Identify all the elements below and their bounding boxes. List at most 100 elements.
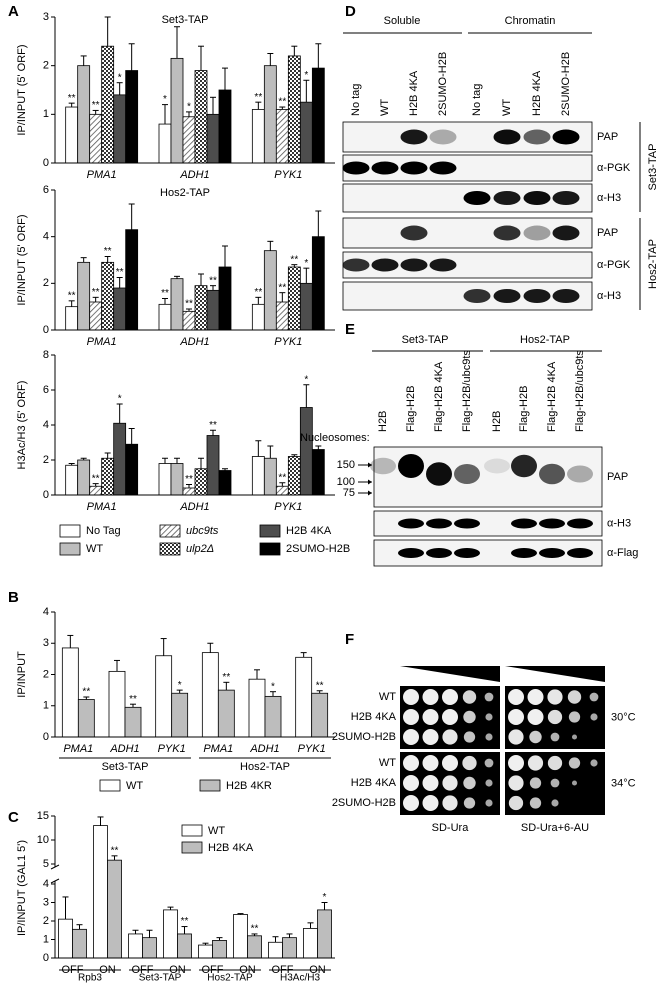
lane-label: H2B: [491, 411, 503, 432]
significance-label: **: [209, 275, 217, 286]
significance-label: *: [304, 70, 308, 81]
legend-swatch: [59, 542, 81, 556]
yeast-spot: [590, 713, 598, 721]
significance-label: **: [116, 267, 124, 278]
y-tick-label: 4: [43, 419, 49, 431]
bar: [170, 57, 184, 164]
bar: [299, 101, 313, 164]
yeast-spot: [442, 755, 458, 771]
blot-band: [511, 454, 537, 478]
bar: [275, 301, 289, 331]
yeast-spot: [463, 797, 476, 809]
strain-label: WT: [379, 691, 396, 703]
panel-letter: B: [8, 589, 19, 606]
group-label: Set3-TAP: [139, 973, 182, 984]
bar: [275, 485, 289, 496]
blot-band: [370, 457, 396, 475]
bar: [89, 485, 103, 496]
yeast-spot: [462, 690, 477, 704]
blot-band: [523, 289, 551, 303]
yeast-spot: [422, 689, 439, 705]
yeast-spot: [567, 690, 582, 704]
panel-letter: D: [345, 3, 356, 20]
blot-band: [567, 518, 593, 529]
significance-label: *: [163, 94, 167, 105]
yeast-spot: [508, 775, 524, 791]
lane-label: Flag-H2B/ubc9ts: [461, 350, 473, 432]
row-label: α-H3: [597, 192, 621, 204]
yeast-spot: [485, 733, 493, 741]
yeast-spot: [485, 713, 493, 721]
blot-band: [493, 129, 521, 145]
x-tick-label: PMA1: [87, 501, 117, 513]
bar: [263, 250, 277, 331]
legend-swatch: [159, 542, 181, 556]
yeast-spot: [422, 709, 439, 725]
significance-label: **: [161, 288, 169, 299]
row-label: PAP: [597, 227, 618, 239]
strain-label: H2B 4KA: [351, 777, 397, 789]
blot-band: [342, 258, 370, 272]
y-tick-label: 0: [43, 952, 49, 964]
yeast-spot: [547, 689, 563, 705]
blot-band: [371, 258, 399, 272]
marker-arrowhead: [368, 490, 372, 496]
significance-label: **: [254, 92, 262, 103]
yeast-spot: [485, 779, 493, 787]
yeast-spot: [484, 692, 494, 702]
bar: [158, 303, 172, 331]
y-tick-label: 4: [43, 606, 49, 618]
group-label: Hos2-TAP: [240, 761, 290, 773]
yeast-spot: [422, 729, 439, 745]
significance-label: **: [254, 287, 262, 298]
blot-band: [400, 258, 428, 272]
x-tick-label: PYK1: [274, 501, 302, 513]
y-tick-label: 4: [43, 231, 49, 243]
blot-band: [552, 289, 580, 303]
blot-band: [454, 548, 480, 558]
blot-band: [400, 225, 428, 241]
bar: [182, 487, 196, 496]
blot-band: [398, 454, 424, 478]
bar: [233, 914, 248, 959]
x-tick-label: ADH1: [179, 501, 209, 513]
blot-band: [371, 161, 399, 175]
yeast-spot: [571, 780, 578, 786]
bar: [247, 935, 262, 959]
y-tick-label: 0: [43, 324, 49, 336]
bar: [124, 706, 142, 738]
bar: [218, 266, 232, 331]
significance-label: **: [92, 287, 100, 298]
yeast-spot: [442, 729, 458, 745]
blot-band: [552, 129, 580, 145]
blot-band: [523, 191, 551, 205]
yeast-spot: [551, 799, 559, 807]
bar: [113, 422, 127, 496]
significance-label: **: [82, 687, 90, 698]
bar: [65, 306, 79, 331]
bar: [282, 937, 297, 959]
yeast-spot: [403, 795, 419, 811]
yeast-spot: [590, 759, 598, 767]
yeast-spot: [508, 755, 524, 771]
legend-label: ubc9ts: [186, 525, 219, 537]
bar: [251, 109, 265, 164]
blot-strip: [342, 217, 593, 249]
y-axis-label: IP/INPUT (GAL1 5'): [16, 840, 28, 936]
panel-letter: A: [8, 3, 19, 20]
bar: [299, 407, 313, 496]
significance-label: **: [209, 420, 217, 431]
bar: [128, 933, 143, 959]
blot-band: [523, 225, 551, 241]
legend-swatch: [99, 779, 121, 792]
dilution-triangle: [505, 666, 605, 682]
y-tick-label: 1: [43, 933, 49, 945]
marker-arrowhead: [368, 479, 372, 485]
y-tick-label: 8: [43, 349, 49, 361]
yeast-spot: [568, 711, 581, 723]
x-tick-label: ADH1: [109, 743, 139, 755]
significance-label: **: [316, 680, 324, 691]
yeast-spot: [550, 732, 560, 742]
significance-label: *: [187, 102, 191, 113]
bar: [101, 261, 115, 331]
